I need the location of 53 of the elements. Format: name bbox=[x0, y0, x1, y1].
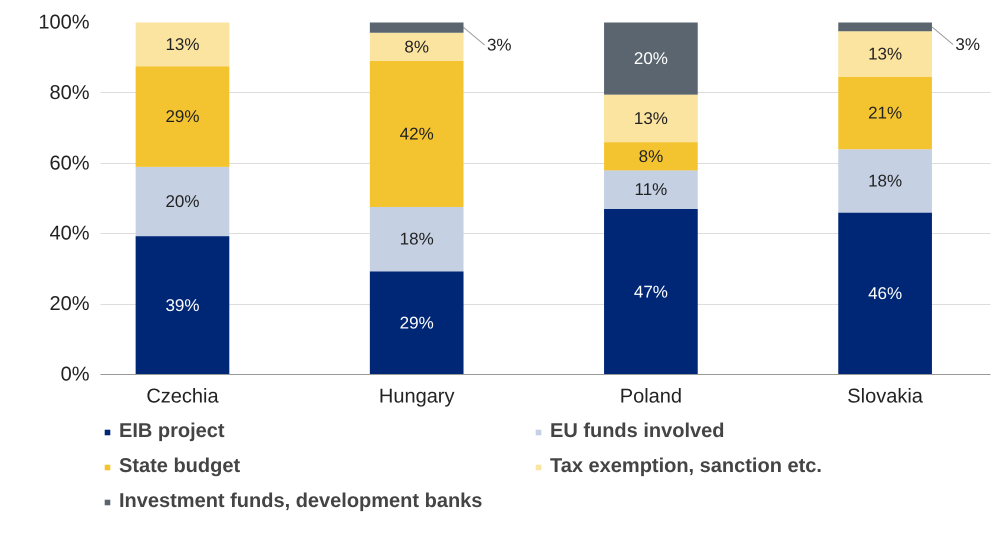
bar bbox=[370, 32, 464, 61]
bar bbox=[838, 77, 932, 150]
data-label: 18% bbox=[400, 230, 434, 249]
legend-label: EIB project bbox=[119, 420, 226, 443]
data-label: 11% bbox=[634, 180, 668, 200]
legend-label: Investment funds, development banks bbox=[119, 490, 484, 513]
data-label: 20% bbox=[165, 192, 200, 211]
x-tick-label: Czechia bbox=[146, 386, 220, 408]
bar bbox=[838, 22, 932, 32]
y-tick-label: 0% bbox=[60, 364, 90, 386]
data-label: 13% bbox=[634, 108, 668, 128]
data-label: 29% bbox=[400, 313, 434, 332]
y-tick-label: 100% bbox=[38, 12, 90, 34]
data-label: 46% bbox=[868, 284, 902, 304]
bar bbox=[838, 31, 932, 78]
bar bbox=[604, 142, 698, 170]
data-label: 42% bbox=[400, 124, 434, 144]
y-tick-label: 80% bbox=[49, 82, 90, 104]
data-label: 13% bbox=[165, 35, 200, 54]
data-label: 8% bbox=[404, 37, 429, 56]
legend-label: Tax exemption, sanction etc. bbox=[550, 455, 823, 478]
legend-label: State budget bbox=[119, 455, 242, 478]
bar bbox=[370, 22, 464, 33]
x-tick-label: Hungary bbox=[378, 386, 454, 408]
data-label: 13% bbox=[868, 44, 902, 64]
bar bbox=[370, 206, 464, 272]
data-label: 3% bbox=[955, 35, 980, 54]
data-label: 18% bbox=[868, 171, 902, 190]
data-label: 20% bbox=[634, 49, 668, 68]
x-tick-label: Slovakia bbox=[847, 386, 924, 408]
x-tick-label: Poland bbox=[620, 386, 682, 408]
bar bbox=[604, 170, 698, 210]
bar bbox=[838, 149, 932, 213]
bar bbox=[136, 22, 230, 66]
data-label: 47% bbox=[634, 282, 668, 302]
data-label: 29% bbox=[165, 107, 200, 126]
bar bbox=[136, 166, 230, 236]
data-label: 8% bbox=[638, 146, 664, 166]
y-tick-label: 40% bbox=[49, 222, 90, 245]
data-label: 3% bbox=[486, 36, 512, 55]
bar bbox=[370, 271, 464, 374]
bar bbox=[136, 66, 230, 167]
bar bbox=[604, 22, 698, 95]
data-label: 21% bbox=[868, 104, 902, 123]
legend-label: EU funds involved bbox=[550, 420, 726, 443]
bar bbox=[370, 60, 464, 207]
y-tick-label: 60% bbox=[49, 152, 90, 174]
bar bbox=[604, 94, 698, 142]
y-tick-label: 20% bbox=[49, 293, 90, 316]
bar bbox=[838, 212, 932, 374]
bar bbox=[604, 209, 698, 374]
bar bbox=[136, 236, 230, 374]
data-label: 39% bbox=[165, 296, 200, 315]
